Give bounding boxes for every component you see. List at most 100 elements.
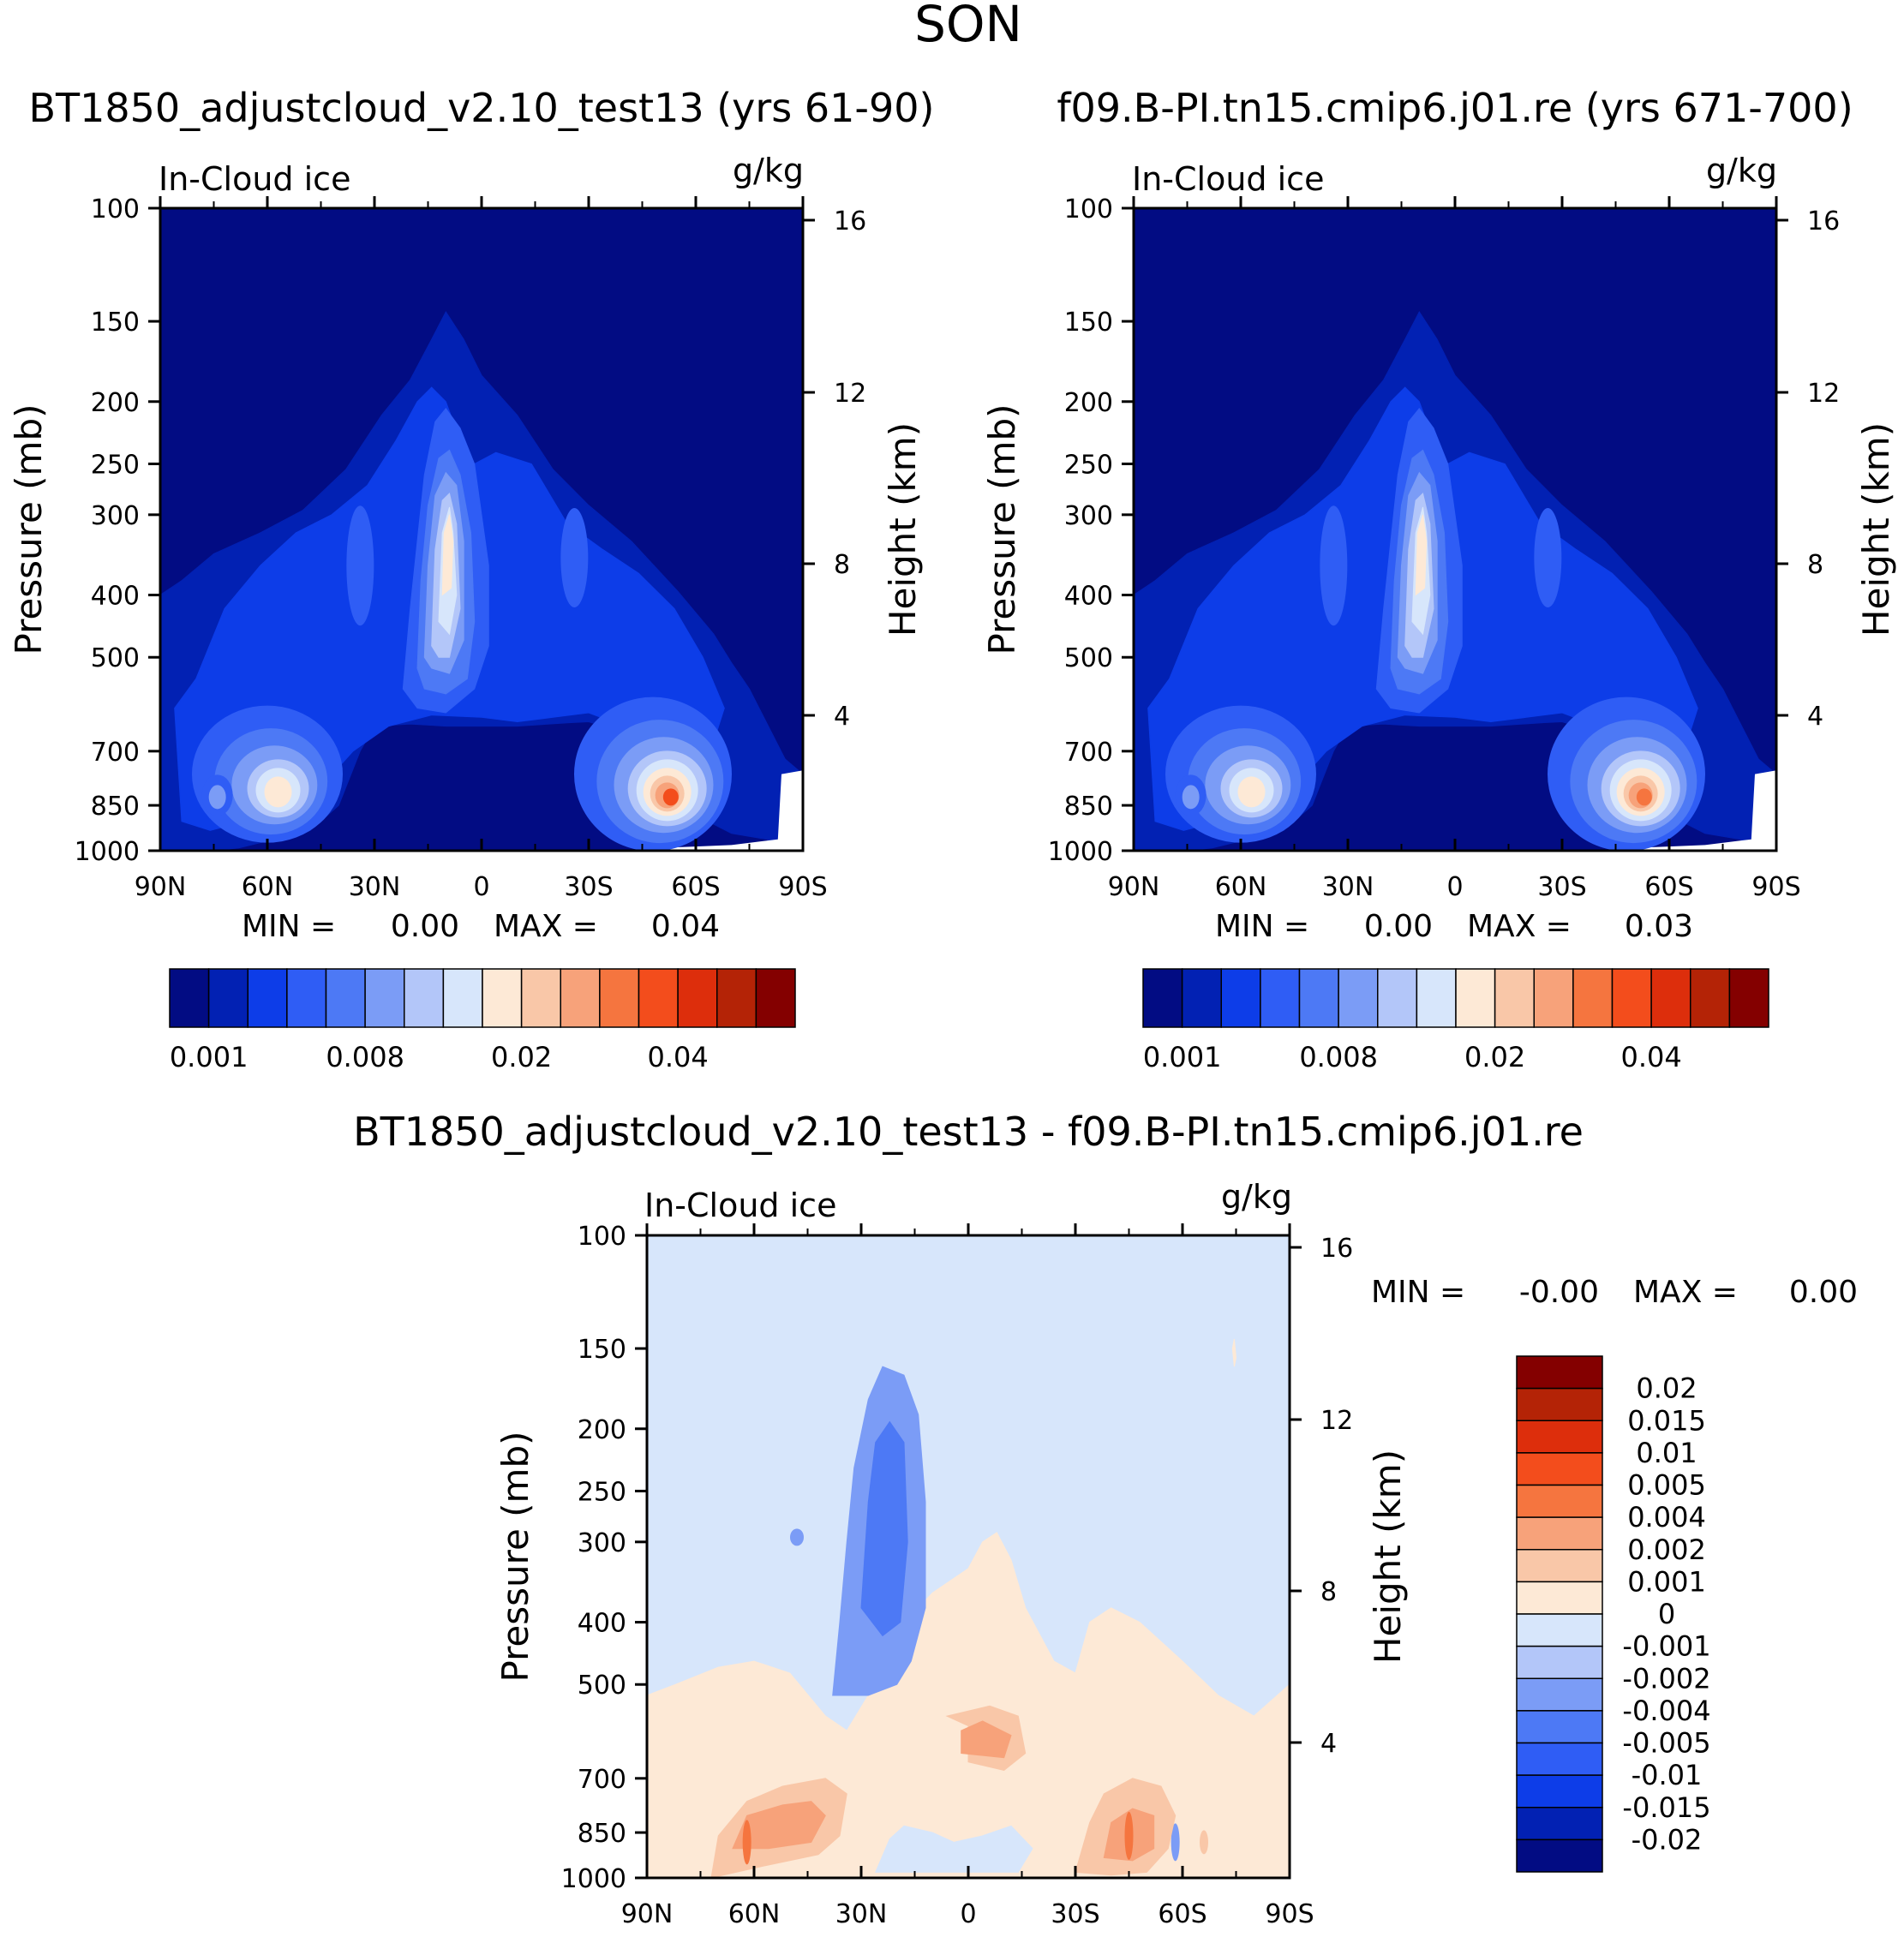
- panel-2-title: f09.B-PI.tn15.cmip6.j01.re (yrs 671-700): [1057, 85, 1853, 131]
- y-tick-label: 500: [91, 643, 140, 673]
- colorbar-swatch: [1516, 1355, 1603, 1390]
- colorbar-swatch: [1516, 1484, 1603, 1518]
- colorbar-label: 0.04: [648, 1041, 709, 1073]
- y2-tick-label: 16: [834, 206, 866, 236]
- y-tick-label: 1000: [75, 837, 140, 867]
- x-tick-label: 60S: [1644, 872, 1693, 902]
- x-tick-label: 60N: [1215, 872, 1267, 902]
- panel-3: BT1850_adjustcloud_v2.10_test13 - f09.B-…: [353, 1109, 1858, 1929]
- x-tick-label: 90N: [1108, 872, 1160, 902]
- y-tick-label: 700: [91, 738, 140, 768]
- contour-level-8: [1415, 514, 1428, 596]
- y-tick-label: 700: [578, 1765, 626, 1795]
- colorbar-label: 0.008: [326, 1041, 404, 1073]
- colorbar-swatch: [1516, 1645, 1603, 1679]
- colorbar-swatch: [1516, 1549, 1603, 1583]
- colorbar-swatch: [1298, 968, 1339, 1028]
- panel-1-variable: In-Cloud ice: [159, 160, 350, 198]
- y-tick-label: 400: [578, 1609, 626, 1639]
- colorbar-label: 0.015: [1627, 1404, 1706, 1437]
- x-tick-label: 30S: [1537, 872, 1586, 902]
- colorbar-swatch: [1142, 968, 1183, 1028]
- panel-3-max-label: MAX =: [1633, 1275, 1738, 1310]
- colorbar-swatch: [1516, 1387, 1603, 1421]
- x-tick-label: 60N: [728, 1899, 781, 1929]
- x-tick-label: 0: [473, 872, 489, 902]
- contour-level-8-nh-core: [1237, 776, 1266, 808]
- y-tick-label: 850: [578, 1819, 626, 1849]
- contour-level-8-nh-core: [264, 776, 292, 808]
- panel-3-y2label: Height (km): [1367, 1450, 1409, 1664]
- colorbar-swatch: [1220, 968, 1261, 1028]
- panel-1-colorbar: 0.001 0.008 0.02 0.04: [169, 968, 796, 1073]
- diff-positive-core-eq-inner: [961, 1720, 1012, 1759]
- colorbar-swatch: [677, 968, 718, 1028]
- colorbar-label: 0.008: [1299, 1041, 1378, 1073]
- diff-negative-surface-patch: [874, 1825, 1033, 1873]
- y-tick-label: 100: [1064, 194, 1113, 224]
- panel-3-variable: In-Cloud ice: [644, 1187, 836, 1224]
- contour-level-3-nh-blob: [346, 505, 374, 626]
- panel-2-axes: 90N 60N 30N 0 30S 60S 90S 100 150 200 250 300 400 500…: [1048, 194, 1841, 902]
- y-tick-label: 500: [578, 1671, 626, 1701]
- colorbar-swatch: [1260, 968, 1301, 1028]
- colorbar-swatch: [1516, 1838, 1603, 1873]
- y2-tick-label: 12: [1320, 1406, 1353, 1436]
- panel-2-max-value: 0.03: [1625, 909, 1693, 944]
- panel-2-contour-field: [1134, 208, 1776, 851]
- diff-positive-core-nh-inner: [732, 1801, 826, 1850]
- y-tick-label: 100: [578, 1222, 626, 1252]
- colorbar-swatch: [1690, 968, 1731, 1028]
- colorbar-swatch: [1650, 968, 1691, 1028]
- panel-3-contour-field: [647, 1235, 1290, 1878]
- y-tick-label: 250: [91, 450, 140, 480]
- colorbar-swatch: [1516, 1807, 1603, 1841]
- colorbar-label: 0: [1658, 1598, 1675, 1630]
- colorbar-swatch: [1516, 1710, 1603, 1744]
- colorbar-swatch: [1516, 1420, 1603, 1454]
- panel-3-min-label: MIN =: [1371, 1275, 1465, 1310]
- colorbar-swatch: [755, 968, 796, 1028]
- diff-positive-sh-spot: [1124, 1811, 1134, 1860]
- panel-2-units: g/kg: [1706, 152, 1777, 189]
- contour-level-3-sh-blob: [1534, 508, 1562, 608]
- missing-data-wedge: [1633, 770, 1776, 851]
- colorbar-swatch: [442, 968, 483, 1028]
- panel-2-variable: In-Cloud ice: [1132, 160, 1324, 198]
- panel-1-max-value: 0.04: [651, 909, 720, 944]
- diff-negative-blob: [790, 1528, 804, 1546]
- colorbar-swatch: [1516, 1452, 1603, 1486]
- contour-level-8: [441, 514, 454, 596]
- x-tick-label: 90S: [1751, 872, 1800, 902]
- diff-negative-core: [860, 1420, 908, 1637]
- y-tick-label: 1000: [1048, 837, 1113, 867]
- y-tick-label: 250: [1064, 450, 1113, 480]
- y2-tick-label: 8: [1807, 550, 1823, 580]
- y-tick-label: 150: [1064, 308, 1113, 338]
- colorbar-label: 0.02: [1636, 1372, 1697, 1405]
- y-tick-label: 300: [578, 1528, 626, 1558]
- colorbar-label: -0.004: [1622, 1695, 1710, 1727]
- diff-negative-surface-spot: [1171, 1823, 1180, 1862]
- contour-level-5-polar-blob: [1182, 785, 1200, 810]
- colorbar-label: 0.004: [1627, 1501, 1706, 1533]
- colorbar-swatch: [286, 968, 327, 1028]
- y-tick-label: 400: [91, 582, 140, 612]
- y2-tick-label: 8: [1320, 1577, 1337, 1607]
- colorbar-swatch: [1728, 968, 1769, 1028]
- colorbar-label: 0.002: [1627, 1533, 1706, 1566]
- x-tick-label: 30N: [1322, 872, 1374, 902]
- colorbar-swatch: [247, 968, 288, 1028]
- colorbar-swatch: [1416, 968, 1457, 1028]
- contour-level-3-sh-blob: [560, 508, 589, 608]
- y-tick-label: 300: [91, 501, 140, 531]
- y-tick-label: 150: [578, 1335, 626, 1365]
- colorbar-swatch: [1516, 1613, 1603, 1647]
- panel-2-min-label: MIN =: [1215, 909, 1309, 944]
- colorbar-swatch: [599, 968, 640, 1028]
- panel-3-title: BT1850_adjustcloud_v2.10_test13 - f09.B-…: [353, 1109, 1584, 1155]
- colorbar-swatch: [560, 968, 601, 1028]
- colorbar-swatch: [716, 968, 757, 1028]
- colorbar-label: -0.001: [1622, 1630, 1710, 1663]
